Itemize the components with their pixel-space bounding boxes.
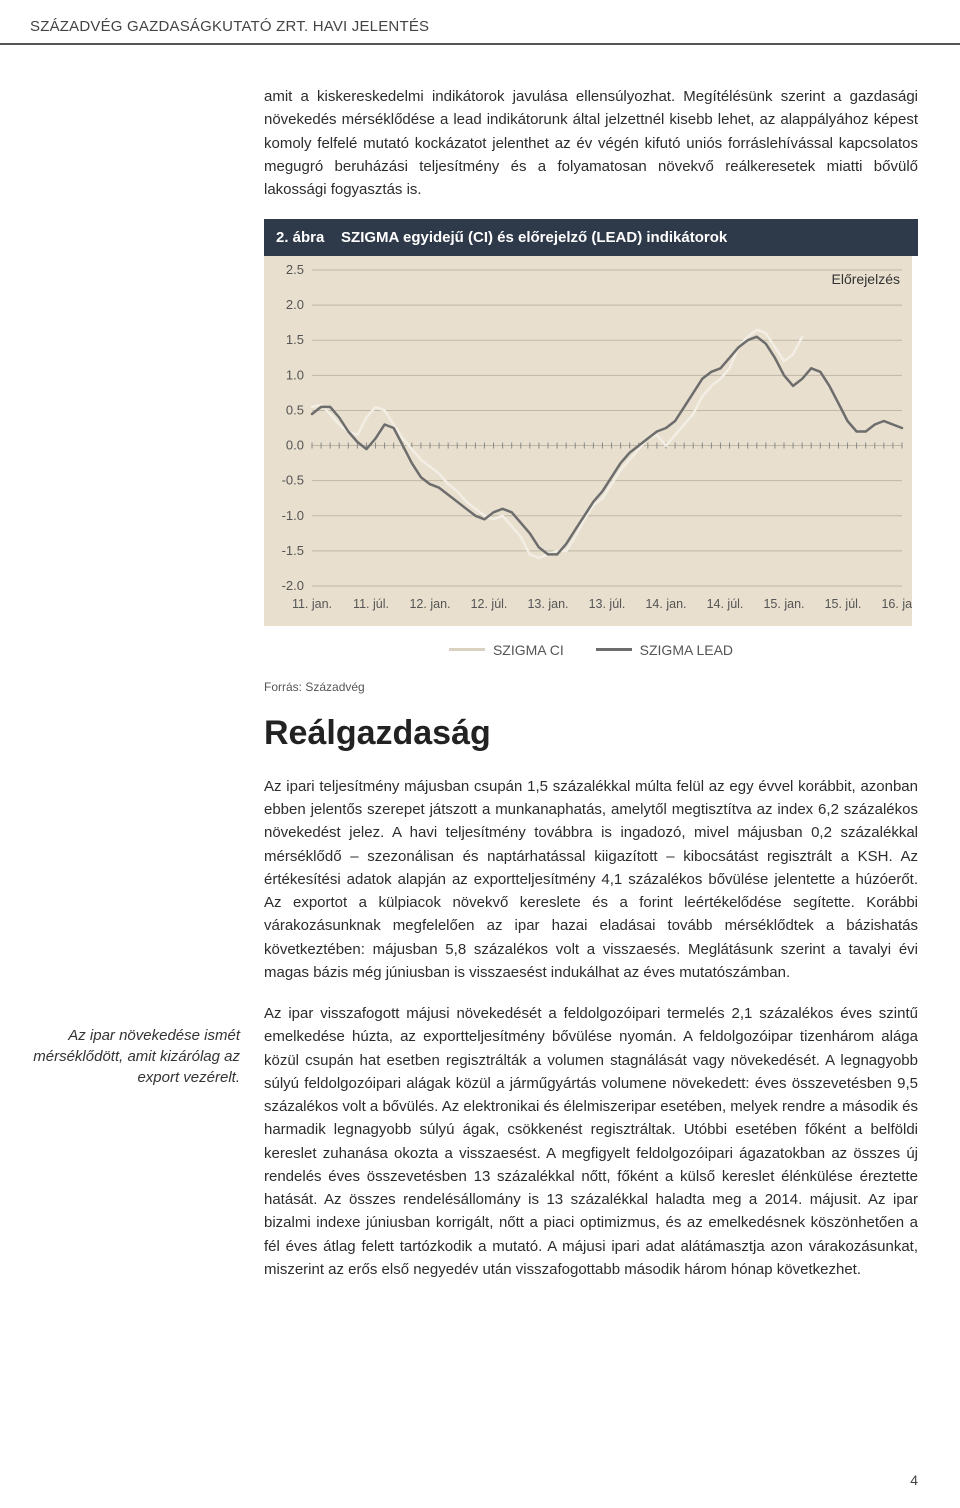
chart-legend: SZIGMA CI SZIGMA LEAD [264, 626, 918, 666]
svg-text:0.0: 0.0 [286, 438, 304, 453]
svg-text:15. júl.: 15. júl. [825, 597, 862, 611]
body-paragraph-2: Az ipar visszafogott májusi növekedését … [264, 1002, 918, 1281]
content-area: Az ipar növekedése ismét mérséklődött, a… [0, 45, 960, 1319]
svg-text:-1.0: -1.0 [282, 508, 304, 523]
svg-text:15. jan.: 15. jan. [763, 597, 804, 611]
section-heading: Reálgazdaság [264, 714, 918, 753]
svg-text:-1.5: -1.5 [282, 543, 304, 558]
svg-text:-2.0: -2.0 [282, 578, 304, 593]
figure-caption-prefix: 2. ábra [276, 229, 324, 246]
svg-text:13. jan.: 13. jan. [527, 597, 568, 611]
svg-text:12. jan.: 12. jan. [409, 597, 450, 611]
legend-item-lead: SZIGMA LEAD [596, 642, 733, 658]
svg-text:14. jan.: 14. jan. [645, 597, 686, 611]
legend-label-ci: SZIGMA CI [493, 642, 564, 658]
figure-caption-title: SZIGMA egyidejű (CI) és előrejelző (LEAD… [341, 229, 727, 246]
svg-text:13. júl.: 13. júl. [589, 597, 626, 611]
svg-text:Előrejelzés: Előrejelzés [832, 271, 900, 287]
svg-text:2.0: 2.0 [286, 297, 304, 312]
body-paragraph-1: Az ipari teljesítmény májusban csupán 1,… [264, 775, 918, 984]
svg-text:12. júl.: 12. júl. [471, 597, 508, 611]
sidebar: Az ipar növekedése ismét mérséklődött, a… [24, 85, 240, 1299]
header-title: SZÁZADVÉG GAZDASÁGKUTATÓ ZRT. HAVI JELEN… [30, 18, 429, 35]
page-number: 4 [910, 1472, 918, 1488]
figure-caption-bar: 2. ábra SZIGMA egyidejű (CI) és előrejel… [264, 219, 918, 256]
figure-source: Forrás: Századvég [264, 680, 918, 694]
svg-text:11. júl.: 11. júl. [353, 597, 389, 611]
legend-label-lead: SZIGMA LEAD [640, 642, 733, 658]
line-chart: 2.5 2.0 1.5 1.0 0.5 0.0 -0.5 -1.0 -1.5 -2.0 11. ja… [264, 256, 912, 626]
legend-swatch-lead [596, 648, 632, 651]
svg-text:0.5: 0.5 [286, 403, 304, 418]
svg-text:14. júl.: 14. júl. [707, 597, 744, 611]
intro-paragraph: amit a kiskereskedelmi indikátorok javul… [264, 85, 918, 201]
legend-swatch-ci [449, 648, 485, 651]
main-column: amit a kiskereskedelmi indikátorok javul… [264, 85, 918, 1299]
svg-text:-0.5: -0.5 [282, 473, 304, 488]
svg-text:1.0: 1.0 [286, 368, 304, 383]
svg-text:2.5: 2.5 [286, 262, 304, 277]
legend-item-ci: SZIGMA CI [449, 642, 564, 658]
chart-container: 2.5 2.0 1.5 1.0 0.5 0.0 -0.5 -1.0 -1.5 -2.0 11. ja… [264, 256, 912, 626]
page-header: SZÁZADVÉG GAZDASÁGKUTATÓ ZRT. HAVI JELEN… [0, 0, 960, 45]
svg-text:16. jan.: 16. jan. [881, 597, 912, 611]
sidebar-note: Az ipar növekedése ismét mérséklődött, a… [24, 1025, 240, 1088]
svg-text:11. jan.: 11. jan. [292, 597, 332, 611]
svg-text:1.5: 1.5 [286, 332, 304, 347]
